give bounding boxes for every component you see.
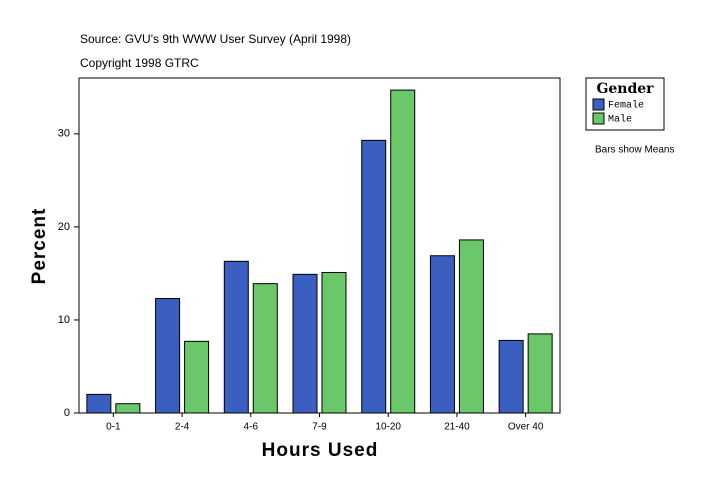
legend-label: Male bbox=[608, 114, 632, 126]
x-tick-label: 0-1 bbox=[106, 422, 121, 433]
bar bbox=[86, 393, 112, 414]
bar bbox=[115, 403, 141, 414]
y-axis-title: Percent bbox=[29, 208, 50, 285]
x-tick-label: 10-20 bbox=[375, 422, 401, 433]
x-axis-title: Hours Used bbox=[262, 440, 379, 461]
legend-title: Gender bbox=[596, 81, 654, 97]
y-tick-label: 10 bbox=[58, 314, 70, 326]
x-tick-label: 2-4 bbox=[175, 422, 190, 433]
y-tick-label: 20 bbox=[58, 221, 70, 233]
bar bbox=[184, 340, 210, 414]
bar bbox=[321, 271, 347, 414]
legend-label: Female bbox=[608, 100, 644, 112]
legend-swatch bbox=[592, 98, 605, 111]
chart-title: Source: GVU's 9th WWW User Survey (April… bbox=[80, 32, 351, 46]
bar bbox=[361, 139, 387, 414]
legend-swatch bbox=[592, 112, 605, 125]
bar bbox=[292, 273, 318, 414]
bar bbox=[498, 339, 524, 414]
plot-frame bbox=[78, 77, 561, 414]
bar bbox=[527, 333, 553, 414]
x-tick-label: 4-6 bbox=[244, 422, 259, 433]
bar bbox=[458, 239, 484, 414]
bar bbox=[429, 255, 455, 414]
y-tick-label: 30 bbox=[58, 128, 70, 140]
chart-subtitle: Copyright 1998 GTRC bbox=[80, 56, 199, 70]
bar bbox=[223, 260, 249, 414]
x-tick-label: 7-9 bbox=[312, 422, 327, 433]
x-tick-label: Over 40 bbox=[508, 422, 544, 433]
bar bbox=[252, 283, 278, 414]
x-tick-label: 21-40 bbox=[444, 422, 470, 433]
bar bbox=[155, 298, 181, 414]
y-tick-label: 0 bbox=[64, 407, 70, 419]
bar bbox=[390, 89, 416, 414]
annotation: Bars show Means bbox=[595, 145, 674, 156]
